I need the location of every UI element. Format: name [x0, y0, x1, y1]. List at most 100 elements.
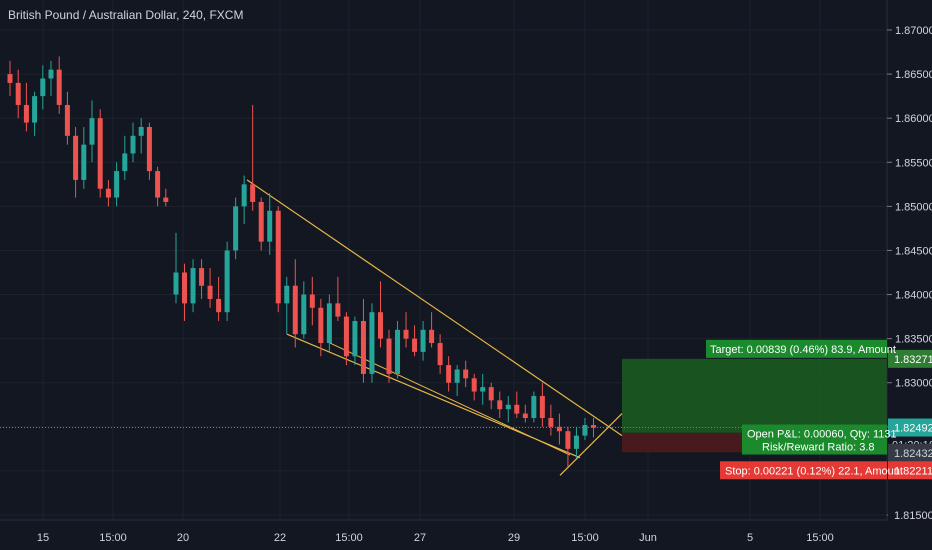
current-price-label-bg: [888, 418, 932, 437]
candle-body: [318, 307, 324, 344]
candle-body: [412, 338, 418, 352]
candle-body: [565, 431, 571, 449]
x-tick-label: Jun: [639, 532, 657, 544]
target-text: Target: 0.00839 (0.46%) 83.9, Amount: [710, 344, 896, 356]
candle-body: [301, 294, 307, 335]
stop-price-label-bg: [888, 461, 932, 480]
candle-body: [352, 321, 358, 357]
candle-body: [531, 395, 537, 418]
candle-body: [548, 418, 554, 427]
candle-body: [207, 285, 213, 299]
candle-body: [163, 197, 169, 202]
candle-body: [573, 435, 579, 449]
x-tick-label: 15:00: [99, 532, 127, 544]
y-tick-label: 1.83000: [895, 378, 932, 390]
candle-body: [182, 272, 188, 304]
open-pnl-text: Open P&L: 0.00060, Qty: 1131: [747, 429, 897, 441]
candles: [7, 56, 596, 467]
candle-body: [471, 378, 477, 392]
candle-body: [224, 250, 230, 313]
candle-body: [97, 118, 103, 189]
x-tick-label: 5: [747, 532, 753, 544]
candle-body: [454, 369, 460, 383]
candle-body: [395, 329, 401, 374]
candle-body: [429, 329, 435, 344]
candle-body: [335, 303, 341, 317]
candle-body: [146, 127, 152, 172]
x-tick-label: 20: [177, 532, 189, 544]
candle-body: [556, 426, 562, 432]
candle-body: [326, 303, 332, 344]
candle-body: [463, 369, 469, 379]
candle-body: [7, 74, 13, 83]
y-tick-label: 1.85000: [895, 201, 932, 213]
candle-body: [89, 118, 95, 145]
x-tick-label: 15: [37, 532, 49, 544]
bottom-price-label-bg: [888, 506, 932, 524]
time-axis[interactable]: 15 15:00 20 22 15:00 27 29 15:00 Jun 5 15:00: [37, 532, 834, 544]
x-tick-label: 15:00: [335, 532, 363, 544]
candle-body: [122, 153, 128, 172]
candle-body: [292, 285, 298, 335]
candle-body: [505, 404, 511, 410]
candle-body: [258, 201, 264, 242]
bottom-price-label: 1.81500: [894, 510, 932, 522]
target-zone: [622, 358, 887, 433]
candle-body: [488, 387, 494, 401]
y-tick-label: 1.83500: [895, 334, 932, 346]
candle-body: [216, 298, 222, 313]
candle-body: [267, 210, 273, 242]
candle-body: [250, 184, 256, 202]
entry-price-label-bg: [888, 443, 932, 462]
candle-body: [173, 272, 179, 295]
candle-body: [497, 400, 503, 410]
candle-body: [114, 171, 120, 198]
current-price-label: 1.82492: [894, 423, 932, 435]
x-tick-label: 29: [508, 532, 520, 544]
candle-body: [130, 135, 136, 154]
candle-body: [437, 343, 443, 366]
candle-body: [480, 387, 486, 392]
stop-price-label: 1.82211: [894, 465, 932, 477]
y-tick-label: 1.86500: [895, 69, 932, 81]
candle-body: [15, 82, 21, 105]
candle-body: [64, 104, 70, 136]
open-pnl-bg: [742, 424, 887, 455]
candle-body: [233, 206, 239, 251]
x-tick-label: 27: [414, 532, 426, 544]
x-tick-label: 15:00: [806, 532, 834, 544]
y-tick-label: 1.84500: [895, 245, 932, 257]
y-tick-label: 1.84000: [895, 290, 932, 302]
candle-body: [369, 312, 375, 374]
price-labels: 1.832711.8249201:20:161.824321.822111.81…: [706, 339, 932, 524]
y-tick-label: 1.86000: [895, 113, 932, 125]
candle-body: [23, 104, 29, 123]
candle-body: [56, 69, 62, 105]
price-axis[interactable]: 1.87000 1.86500 1.86000 1.85500 1.85000 1.845…: [887, 25, 932, 522]
target-price-label: 1.83271: [894, 354, 932, 366]
candle-body: [48, 69, 54, 79]
target-price-label-bg: [888, 349, 932, 368]
candle-body: [403, 329, 409, 339]
candle-body: [40, 78, 46, 97]
candle-body: [241, 184, 247, 207]
candle-body: [32, 96, 38, 123]
channel-upper-line: [246, 179, 623, 437]
stop-text: Stop: 0.00221 (0.12%) 22.1, Amount: [725, 465, 903, 477]
candle-body: [284, 285, 290, 304]
candle-body: [420, 329, 426, 352]
y-tick-label: 1.87000: [895, 25, 932, 37]
candle-body: [275, 210, 281, 304]
entry-price-label: 1.82432: [894, 448, 932, 460]
candle-body: [343, 316, 349, 357]
rr-text: Risk/Reward Ratio: 3.8: [762, 442, 875, 454]
candle-body: [582, 425, 588, 436]
candle-body: [386, 338, 392, 374]
candle-body: [514, 404, 520, 414]
candle-body: [199, 268, 205, 286]
candle-body: [190, 268, 196, 304]
candle-body: [73, 135, 79, 180]
target-text-bg: [706, 339, 887, 358]
candle-body: [539, 395, 545, 418]
